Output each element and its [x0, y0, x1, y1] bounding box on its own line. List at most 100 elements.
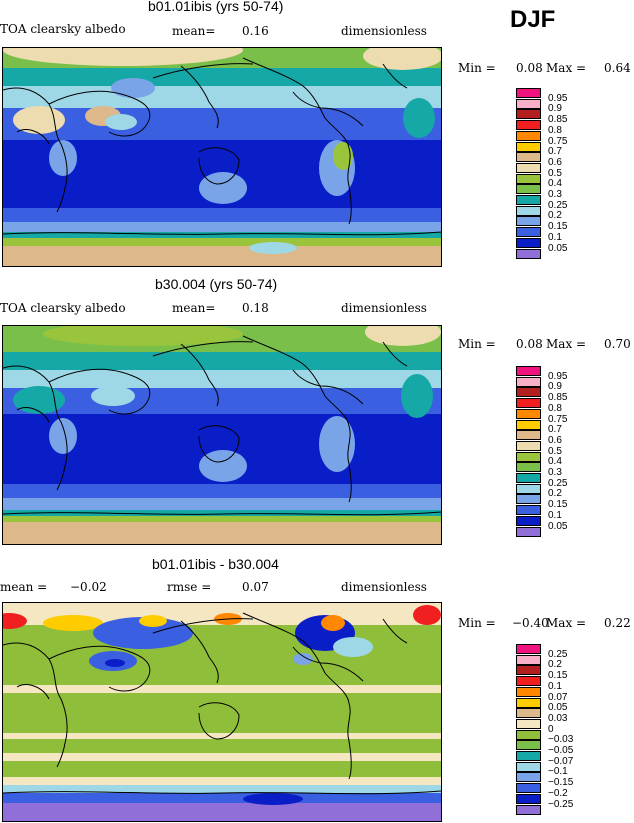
- colorbar-label: 0.95: [548, 92, 568, 104]
- colorbar-swatch: [516, 451, 541, 462]
- colorbar-swatch: [516, 526, 541, 537]
- colorbar-label: −0.1: [548, 766, 568, 778]
- colorbar-swatch: [516, 88, 541, 98]
- panel2-colorbar: 0.95 0.9 0.85 0.8 0.75 0.7 0.6 0.5 0.4 0.3 0.25 0.2…: [516, 366, 596, 538]
- colorbar-label: 0.2: [548, 659, 562, 671]
- colorbar-swatch: [516, 740, 541, 751]
- panel1-mean-label: mean=: [172, 24, 216, 38]
- panel2-mean-label: mean=: [172, 301, 216, 315]
- colorbar-label: −0.2: [548, 787, 568, 799]
- colorbar-swatch: [516, 408, 541, 419]
- colorbar-label: 0.7: [548, 146, 562, 158]
- colorbar-label: −0.15: [548, 777, 574, 789]
- panel2-min-label: Min =: [458, 337, 496, 351]
- colorbar-label: −0.03: [548, 734, 574, 746]
- panel2-max-label: Max =: [546, 337, 587, 351]
- colorbar-swatch: [516, 152, 541, 163]
- panel1-variable: TOA clearsky albedo: [0, 22, 126, 36]
- colorbar-swatch: [516, 729, 541, 740]
- colorbar-label: 0.5: [548, 445, 562, 457]
- panel2-variable: TOA clearsky albedo: [0, 301, 126, 315]
- colorbar-label: 0.15: [548, 670, 568, 682]
- panel1-title: b01.01ibis (yrs 50-74): [148, 0, 284, 14]
- colorbar-label: 0.3: [548, 189, 562, 200]
- colorbar-swatch: [516, 761, 541, 772]
- colorbar-swatch: [516, 376, 541, 387]
- panel2-min-value: 0.08: [516, 337, 543, 351]
- colorbar-label: 0.15: [548, 221, 568, 233]
- colorbar-swatch: [516, 419, 541, 430]
- colorbar-swatch: [516, 366, 541, 376]
- colorbar-swatch: [516, 783, 541, 794]
- colorbar-swatch: [516, 430, 541, 441]
- panel1-map-graphic: [3, 48, 441, 266]
- colorbar-swatch: [516, 440, 541, 451]
- panel1-min-value: 0.08: [516, 61, 543, 75]
- panel3-min-label: Min =: [458, 616, 496, 630]
- panel3-map: [2, 602, 442, 822]
- panel3-rmse-value: 0.07: [242, 580, 269, 594]
- panel3-mean-label: mean =: [0, 580, 48, 594]
- colorbar-label: 0.2: [548, 488, 562, 500]
- panel3-title: b01.01ibis - b30.004: [152, 556, 279, 572]
- colorbar-swatch: [516, 184, 541, 195]
- colorbar-label: 0.75: [548, 135, 568, 147]
- colorbar-label: 0.05: [548, 520, 568, 532]
- colorbar-label: 0.7: [548, 424, 562, 436]
- panel1-mean-value: 0.16: [242, 24, 269, 38]
- colorbar-swatch: [516, 708, 541, 719]
- colorbar-swatch: [516, 162, 541, 173]
- colorbar-swatch: [516, 237, 541, 248]
- panel3-units: dimensionless: [341, 580, 427, 594]
- colorbar-label: 0.1: [548, 509, 562, 521]
- colorbar-swatch: [516, 387, 541, 398]
- panel1-colorbar: 0.95 0.9 0.85 0.8 0.75 0.7 0.6 0.5 0.4 0.3 0.25 0.2…: [516, 88, 596, 260]
- colorbar-label: 0.25: [548, 648, 568, 660]
- panel1-max-value: 0.64: [604, 61, 631, 75]
- colorbar-swatch: [516, 644, 541, 654]
- colorbar-swatch: [516, 804, 541, 815]
- colorbar-swatch: [516, 130, 541, 141]
- colorbar-label: 0.8: [548, 124, 562, 136]
- colorbar-label: 0.9: [548, 103, 562, 115]
- colorbar-swatch: [516, 654, 541, 665]
- colorbar-label: 0.1: [548, 680, 562, 692]
- panel2-map-graphic: [3, 326, 441, 544]
- colorbar-swatch: [516, 676, 541, 687]
- colorbar-swatch: [516, 686, 541, 697]
- colorbar-swatch: [516, 120, 541, 131]
- panel2-units: dimensionless: [341, 301, 427, 315]
- colorbar-swatch: [516, 483, 541, 494]
- panel3-rmse-label: rmse =: [167, 580, 212, 594]
- colorbar-label: 0.8: [548, 402, 562, 414]
- panel1-min-label: Min =: [458, 61, 496, 75]
- panel1-units: dimensionless: [341, 24, 427, 38]
- panel3-max-value: 0.22: [604, 616, 631, 630]
- colorbar-label: 0.85: [548, 392, 568, 404]
- colorbar-swatch: [516, 751, 541, 761]
- colorbar-label: 0.95: [548, 370, 568, 382]
- colorbar-label: 0.05: [548, 702, 568, 714]
- colorbar-label: 0.85: [548, 114, 568, 126]
- panel2-map: [2, 325, 442, 545]
- panel2-title: b30.004 (yrs 50-74): [155, 276, 278, 292]
- colorbar-label: −0.25: [548, 798, 574, 810]
- colorbar-swatch: [516, 109, 541, 120]
- colorbar-label: 0.3: [548, 467, 562, 478]
- colorbar-label: 0.6: [548, 434, 562, 446]
- colorbar-swatch: [516, 462, 541, 473]
- colorbar-label: 0.25: [548, 199, 568, 211]
- colorbar-label: 0.2: [548, 210, 562, 222]
- colorbar-swatch: [516, 793, 541, 804]
- colorbar-swatch: [516, 227, 541, 238]
- panel2-max-value: 0.70: [604, 337, 631, 351]
- colorbar-swatch: [516, 718, 541, 729]
- colorbar-label: 0.5: [548, 167, 562, 179]
- colorbar-swatch: [516, 772, 541, 783]
- colorbar-swatch: [516, 515, 541, 526]
- colorbar-label: 0.15: [548, 499, 568, 511]
- panel1-map: [2, 47, 442, 267]
- panel3-min-value: −0.40: [512, 616, 549, 630]
- panel3-mean-value: −0.02: [70, 580, 107, 594]
- panel3-colorbar: 0.25 0.2 0.15 0.1 0.07 0.05 0.03 0 −0.03 −0.05 −0.…: [516, 644, 596, 816]
